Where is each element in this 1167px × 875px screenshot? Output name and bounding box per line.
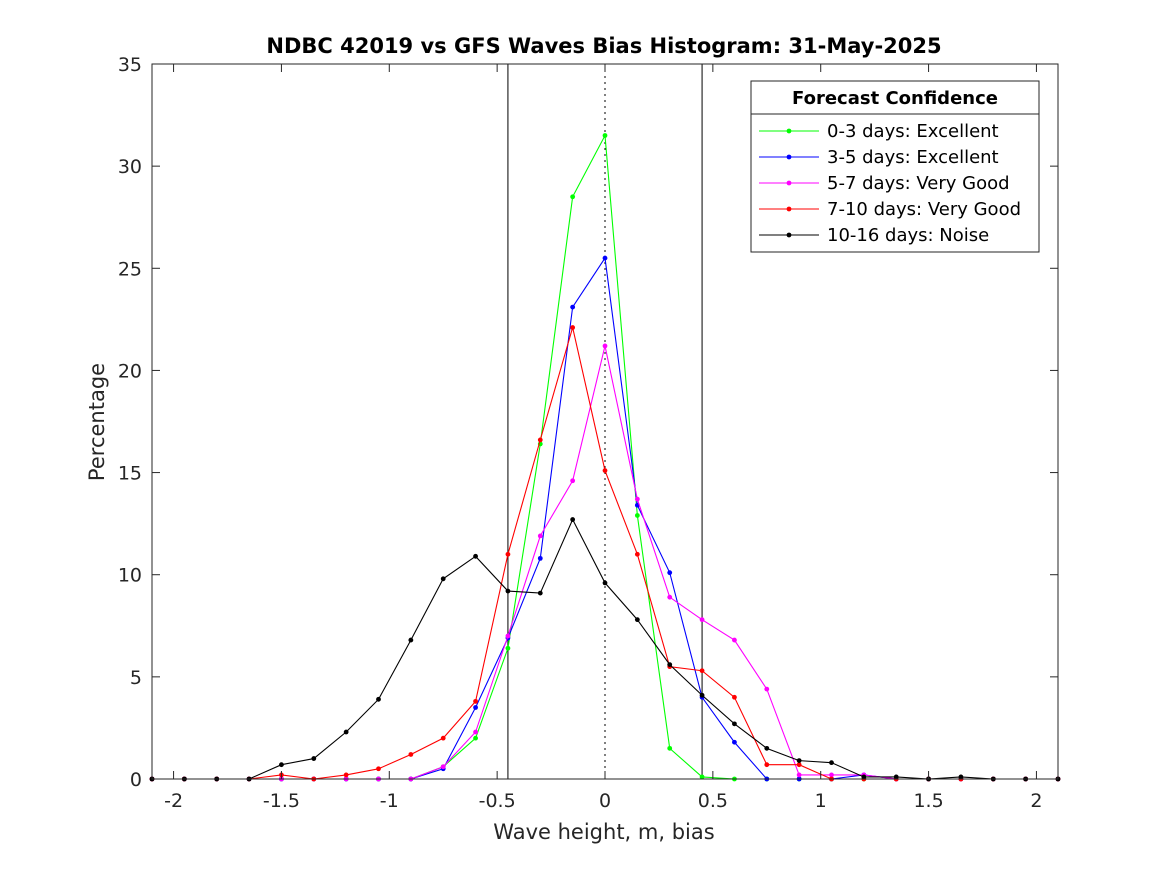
- data-point: [473, 698, 478, 704]
- data-point: [505, 645, 511, 651]
- data-point: [796, 772, 802, 778]
- data-point: [376, 766, 381, 772]
- data-point: [570, 517, 576, 522]
- data-point: [634, 496, 640, 502]
- data-point: [958, 774, 964, 780]
- data-point: [764, 745, 770, 751]
- x-tick-label: 0: [599, 790, 611, 812]
- data-point: [537, 437, 543, 443]
- data-point: [602, 343, 608, 349]
- y-tick-label: 5: [130, 667, 142, 689]
- data-point: [343, 729, 349, 735]
- legend-marker: [786, 180, 792, 186]
- x-tick-label: -1: [380, 790, 399, 812]
- data-point: [440, 764, 446, 770]
- y-tick-label: 25: [118, 258, 142, 280]
- legend-label: 0-3 days: Excellent: [827, 121, 999, 142]
- data-point: [602, 255, 608, 261]
- legend-marker: [786, 206, 792, 212]
- legend-box: [750, 80, 1040, 253]
- data-point: [505, 633, 511, 639]
- x-tick-label: -2: [164, 790, 183, 812]
- data-point: [732, 694, 737, 700]
- x-tick-label: 1: [815, 790, 827, 812]
- data-point: [699, 617, 705, 623]
- data-point: [732, 637, 737, 643]
- legend-items: 0-3 days: Excellent 3-5 days: Excellent 5-…: [759, 121, 1021, 246]
- legend-label: 7-10 days: Very Good: [827, 199, 1021, 220]
- legend-label: 3-5 days: Excellent: [827, 147, 999, 168]
- x-axis-label: Wave height, m, bias: [493, 820, 714, 844]
- data-point: [764, 762, 770, 768]
- data-point: [473, 705, 478, 710]
- data-point: [829, 760, 834, 766]
- data-point: [537, 590, 543, 596]
- data-point: [667, 570, 673, 576]
- data-point: [473, 553, 478, 559]
- data-point: [408, 637, 414, 643]
- data-point: [570, 304, 576, 310]
- series: [149, 517, 1061, 782]
- data-point: [699, 774, 705, 780]
- legend-label: 10-16 days: Noise: [827, 225, 989, 246]
- data-point: [408, 752, 414, 757]
- data-point: [311, 756, 317, 761]
- data-point: [796, 758, 802, 764]
- data-point: [764, 686, 770, 692]
- data-point: [634, 617, 640, 623]
- reference-lines: [507, 64, 703, 779]
- y-axis-label: Percentage: [85, 363, 109, 481]
- data-point: [602, 133, 608, 138]
- y-tick-label: 35: [118, 54, 142, 76]
- chart-title: NDBC 42019 vs GFS Waves Bias Histogram: …: [266, 34, 941, 58]
- data-point: [570, 194, 576, 200]
- data-point: [505, 551, 511, 557]
- data-point: [634, 513, 640, 518]
- data-point: [279, 762, 284, 768]
- data-point: [667, 662, 673, 667]
- data-point: [440, 576, 446, 582]
- data-point: [699, 692, 705, 698]
- legend-marker: [786, 128, 792, 134]
- y-tick-label: 30: [118, 156, 142, 178]
- data-point: [570, 325, 576, 330]
- legend-title: Forecast Confidence: [792, 88, 998, 109]
- x-tick-label: -1.5: [263, 790, 300, 812]
- data-point: [699, 668, 705, 674]
- data-point: [473, 729, 478, 735]
- data-point: [537, 555, 543, 561]
- data-point: [893, 774, 899, 780]
- data-point: [505, 588, 511, 594]
- data-point: [473, 735, 478, 741]
- data-point: [667, 745, 673, 751]
- x-tick-label: -0.5: [479, 790, 516, 812]
- y-tick-label: 15: [118, 463, 142, 485]
- y-tick-label: 0: [130, 769, 142, 791]
- data-point: [343, 772, 349, 778]
- legend-label: 5-7 days: Very Good: [827, 173, 1010, 194]
- data-point: [796, 762, 802, 768]
- y-tick-label: 20: [118, 360, 142, 382]
- data-point: [602, 468, 608, 473]
- x-tick-label: 1.5: [913, 790, 943, 812]
- legend: Forecast Confidence 0-3 days: Excellent 3…: [750, 80, 1040, 253]
- data-point: [732, 739, 737, 745]
- y-tick-label: 10: [118, 565, 142, 587]
- data-point: [634, 551, 640, 557]
- x-tick-label: 0.5: [698, 790, 728, 812]
- data-point: [732, 721, 737, 727]
- data-point: [667, 594, 673, 600]
- data-point: [537, 533, 543, 539]
- data-point: [376, 696, 381, 702]
- legend-marker: [786, 154, 792, 160]
- data-point: [570, 478, 576, 484]
- data-point: [602, 580, 608, 586]
- data-point: [829, 772, 834, 778]
- x-tick-label: 2: [1030, 790, 1042, 812]
- data-point: [440, 735, 446, 741]
- legend-marker: [786, 232, 792, 238]
- data-point: [861, 774, 867, 780]
